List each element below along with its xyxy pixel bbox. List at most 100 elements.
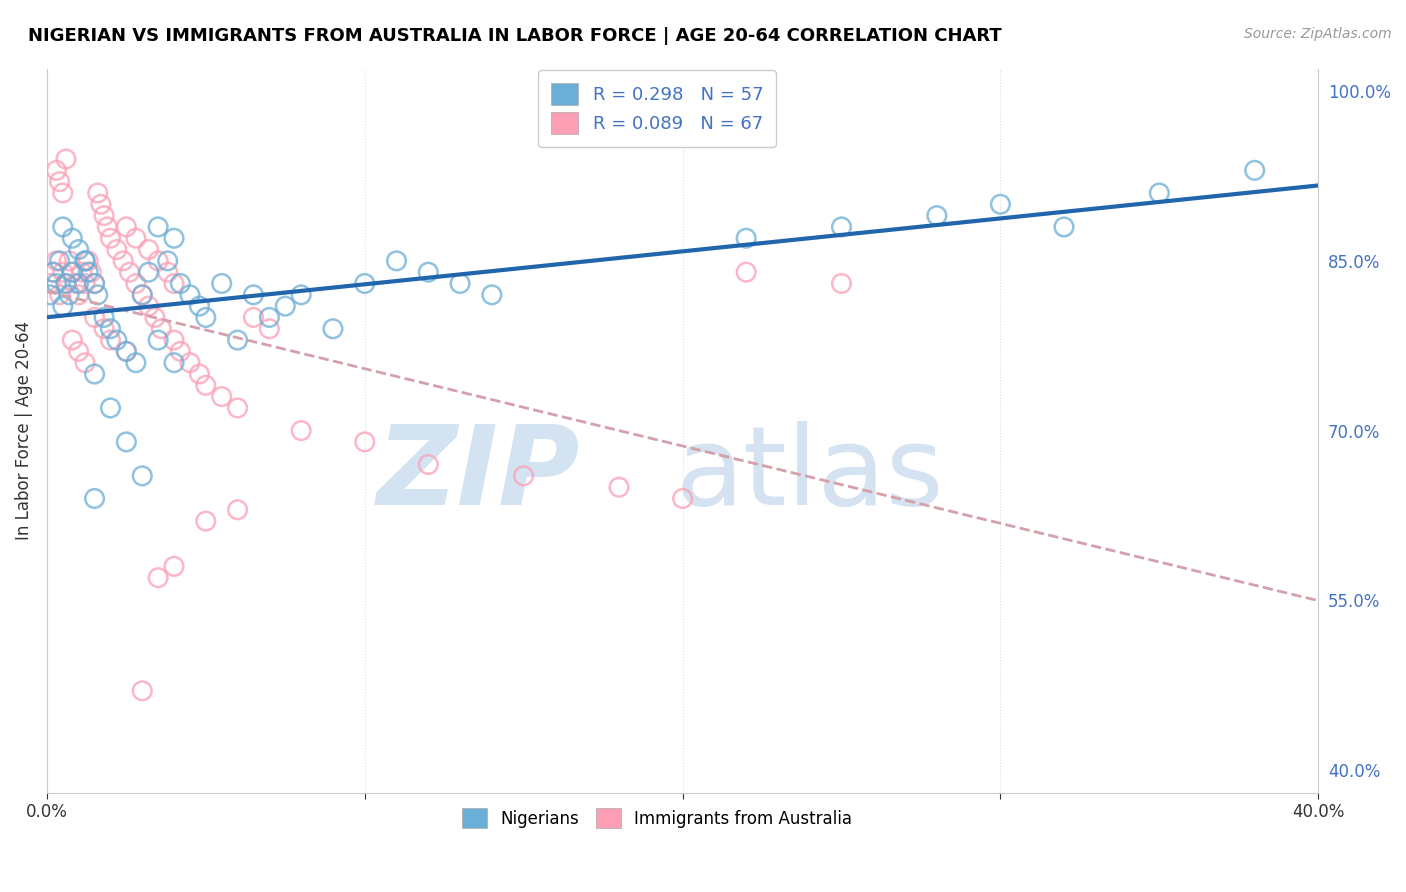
Point	[169, 277, 191, 291]
Point	[1053, 219, 1076, 234]
Point	[163, 356, 186, 370]
Point	[100, 322, 122, 336]
Point	[735, 265, 758, 279]
Point	[80, 265, 103, 279]
Point	[322, 322, 344, 336]
Point	[90, 197, 112, 211]
Point	[52, 265, 75, 279]
Point	[125, 231, 148, 245]
Point	[143, 310, 166, 325]
Point	[274, 299, 297, 313]
Point	[179, 288, 201, 302]
Point	[146, 571, 169, 585]
Point	[115, 219, 138, 234]
Point	[138, 265, 160, 279]
Point	[211, 277, 233, 291]
Point	[671, 491, 693, 506]
Point	[93, 322, 115, 336]
Point	[146, 333, 169, 347]
Point	[163, 333, 186, 347]
Point	[67, 288, 90, 302]
Point	[83, 310, 105, 325]
Point	[163, 559, 186, 574]
Point	[138, 299, 160, 313]
Point	[73, 277, 96, 291]
Point	[45, 163, 67, 178]
Point	[146, 253, 169, 268]
Point	[418, 458, 440, 472]
Point	[60, 265, 83, 279]
Point	[385, 253, 408, 268]
Point	[77, 265, 100, 279]
Point	[115, 344, 138, 359]
Point	[131, 468, 153, 483]
Point	[45, 253, 67, 268]
Point	[87, 288, 110, 302]
Point	[58, 253, 80, 268]
Point	[156, 253, 179, 268]
Point	[58, 288, 80, 302]
Point	[115, 344, 138, 359]
Point	[226, 503, 249, 517]
Point	[115, 434, 138, 449]
Point	[735, 231, 758, 245]
Point	[39, 277, 62, 291]
Point	[93, 310, 115, 325]
Point	[156, 265, 179, 279]
Point	[418, 265, 440, 279]
Point	[353, 434, 375, 449]
Point	[353, 277, 375, 291]
Point	[70, 265, 93, 279]
Point	[1149, 186, 1171, 200]
Point	[55, 152, 77, 166]
Point	[990, 197, 1012, 211]
Point	[831, 219, 853, 234]
Point	[259, 310, 281, 325]
Point	[131, 683, 153, 698]
Point	[42, 265, 65, 279]
Legend: Nigerians, Immigrants from Australia: Nigerians, Immigrants from Australia	[456, 801, 859, 835]
Point	[179, 356, 201, 370]
Point	[73, 356, 96, 370]
Point	[83, 367, 105, 381]
Point	[45, 277, 67, 291]
Point	[52, 219, 75, 234]
Point	[55, 277, 77, 291]
Point	[131, 288, 153, 302]
Point	[60, 333, 83, 347]
Point	[52, 299, 75, 313]
Point	[83, 491, 105, 506]
Point	[48, 175, 70, 189]
Point	[73, 253, 96, 268]
Point	[100, 333, 122, 347]
Point	[242, 310, 264, 325]
Point	[211, 390, 233, 404]
Point	[73, 253, 96, 268]
Point	[138, 243, 160, 257]
Point	[67, 243, 90, 257]
Text: atlas: atlas	[675, 420, 943, 527]
Point	[52, 186, 75, 200]
Point	[481, 288, 503, 302]
Point	[105, 243, 128, 257]
Point	[512, 468, 534, 483]
Point	[831, 277, 853, 291]
Point	[607, 480, 630, 494]
Point	[55, 277, 77, 291]
Point	[96, 219, 118, 234]
Point	[100, 401, 122, 415]
Point	[67, 344, 90, 359]
Point	[60, 231, 83, 245]
Point	[83, 277, 105, 291]
Point	[169, 344, 191, 359]
Point	[163, 277, 186, 291]
Y-axis label: In Labor Force | Age 20-64: In Labor Force | Age 20-64	[15, 321, 32, 541]
Point	[194, 310, 217, 325]
Point	[290, 424, 312, 438]
Text: Source: ZipAtlas.com: Source: ZipAtlas.com	[1244, 27, 1392, 41]
Point	[48, 253, 70, 268]
Point	[118, 265, 141, 279]
Point	[150, 322, 173, 336]
Point	[131, 288, 153, 302]
Point	[188, 367, 211, 381]
